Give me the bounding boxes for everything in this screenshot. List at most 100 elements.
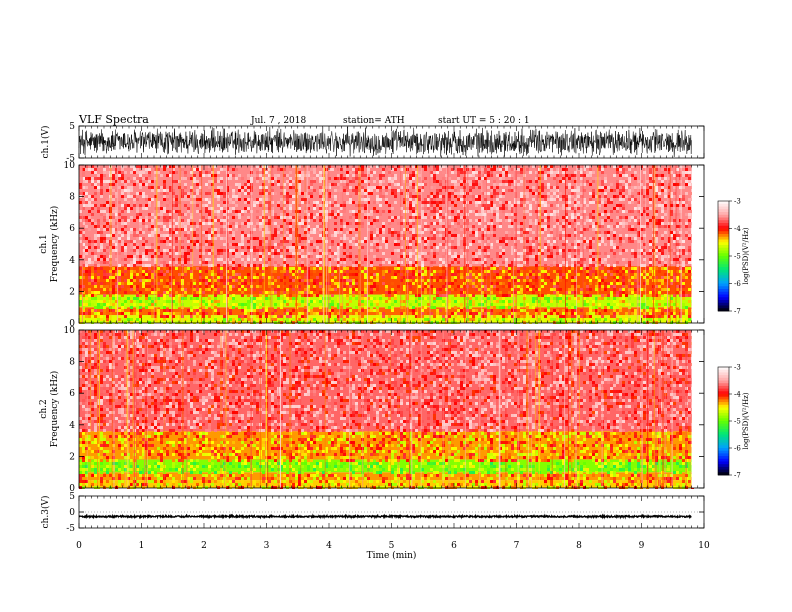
spectrogram-cell xyxy=(673,186,676,189)
spectrogram-cell xyxy=(544,282,547,285)
spectrogram-cell xyxy=(655,213,658,216)
spectrogram-cell xyxy=(616,204,619,207)
spectrogram-cell xyxy=(235,252,238,255)
spectrogram-cell xyxy=(433,210,436,213)
spectrogram-cell xyxy=(676,276,679,279)
spectrogram-cell xyxy=(547,168,550,171)
spectrogram-cell xyxy=(478,258,481,261)
spectrogram-cell xyxy=(121,282,124,285)
spectrogram-cell xyxy=(409,219,412,222)
spectrogram-cell xyxy=(385,174,388,177)
spectrogram-cell xyxy=(661,267,664,270)
spectrogram-cell xyxy=(85,237,88,240)
spectrogram-cell xyxy=(682,174,685,177)
spectrogram-cell xyxy=(193,168,196,171)
spectrogram-cell xyxy=(349,198,352,201)
spectrogram-cell xyxy=(352,291,355,294)
spectrogram-cell xyxy=(196,285,199,288)
spectrogram-cell xyxy=(214,255,217,258)
spectrogram-cell xyxy=(376,216,379,219)
spectrogram-cell xyxy=(151,189,154,192)
spectrogram-cell xyxy=(241,210,244,213)
spectrogram-cell xyxy=(154,231,157,234)
spectrogram-cell xyxy=(247,246,250,249)
spectrogram-cell xyxy=(508,264,511,267)
spectrogram-cell xyxy=(241,279,244,282)
spectrogram-cell xyxy=(298,189,301,192)
spectrogram-cell xyxy=(94,279,97,282)
spectrogram-cell xyxy=(142,279,145,282)
spectrogram-cell xyxy=(361,171,364,174)
spectrogram-cell xyxy=(481,207,484,210)
spectrogram-cell xyxy=(685,165,688,168)
spectrogram-cell xyxy=(502,267,505,270)
spectrogram-cell xyxy=(166,285,169,288)
spectrogram-cell xyxy=(403,234,406,237)
spectrogram-cell xyxy=(235,183,238,186)
spectrogram-cell xyxy=(382,294,385,297)
spectrogram-cell xyxy=(622,165,625,168)
spectrogram-cell xyxy=(376,165,379,168)
spectrogram-cell xyxy=(547,234,550,237)
spectrogram-cell xyxy=(298,276,301,279)
spectrogram-cell xyxy=(292,246,295,249)
spectrogram-cell xyxy=(595,264,598,267)
spectrogram-cell xyxy=(175,264,178,267)
spectrogram-cell xyxy=(415,249,418,252)
spectrogram-cell xyxy=(481,171,484,174)
spectrogram-cell xyxy=(601,288,604,291)
spectrogram-cell xyxy=(82,192,85,195)
spectrogram-cell xyxy=(181,198,184,201)
spectrogram-cell xyxy=(343,207,346,210)
spectrogram-cell xyxy=(157,186,160,189)
spectrogram-cell xyxy=(343,243,346,246)
spectrogram-cell xyxy=(265,186,268,189)
spectrogram-cell xyxy=(559,207,562,210)
spectrogram-cell xyxy=(169,222,172,225)
spectrogram-cell xyxy=(634,288,637,291)
spectrogram-cell xyxy=(568,249,571,252)
spectrogram-cell xyxy=(592,201,595,204)
spectrogram-cell xyxy=(550,168,553,171)
spectrogram-cell xyxy=(661,168,664,171)
spectrogram-cell xyxy=(481,174,484,177)
spectrogram-cell xyxy=(409,282,412,285)
spectrogram-cell xyxy=(481,270,484,273)
spectrogram-cell xyxy=(478,177,481,180)
spectrogram-cell xyxy=(634,216,637,219)
spectrogram-cell xyxy=(346,222,349,225)
spectrogram-cell xyxy=(190,249,193,252)
spectrogram-cell xyxy=(337,243,340,246)
spectrogram-cell xyxy=(655,228,658,231)
spectrogram-cell xyxy=(571,195,574,198)
spectrogram-cell xyxy=(193,294,196,297)
spectrogram-cell xyxy=(550,174,553,177)
spectrogram-cell xyxy=(469,240,472,243)
spectrogram-cell xyxy=(124,231,127,234)
spectrogram-cell xyxy=(625,249,628,252)
spectrogram-cell xyxy=(397,243,400,246)
spectrogram-cell xyxy=(679,249,682,252)
spectrogram-cell xyxy=(238,255,241,258)
spectrogram-cell xyxy=(88,273,91,276)
spectrogram-cell xyxy=(94,264,97,267)
spectrogram-cell xyxy=(454,279,457,282)
spectrogram-cell xyxy=(91,279,94,282)
spectrogram-cell xyxy=(181,219,184,222)
spectrogram-cell xyxy=(667,255,670,258)
spectrogram-cell xyxy=(583,183,586,186)
spectrogram-cell xyxy=(658,183,661,186)
spectrogram-cell xyxy=(298,165,301,168)
spectrogram-cell xyxy=(442,225,445,228)
spectrogram-cell xyxy=(169,174,172,177)
spectrogram-cell xyxy=(418,273,421,276)
spectrogram-cell xyxy=(439,189,442,192)
spectrogram-cell xyxy=(442,195,445,198)
spectrogram-cell xyxy=(592,228,595,231)
spectrogram-cell xyxy=(685,180,688,183)
spectrogram-cell xyxy=(409,276,412,279)
spectrogram-cell xyxy=(166,219,169,222)
spectrogram-cell xyxy=(523,258,526,261)
spectrogram-cell xyxy=(553,282,556,285)
spectrogram-cell xyxy=(145,264,148,267)
